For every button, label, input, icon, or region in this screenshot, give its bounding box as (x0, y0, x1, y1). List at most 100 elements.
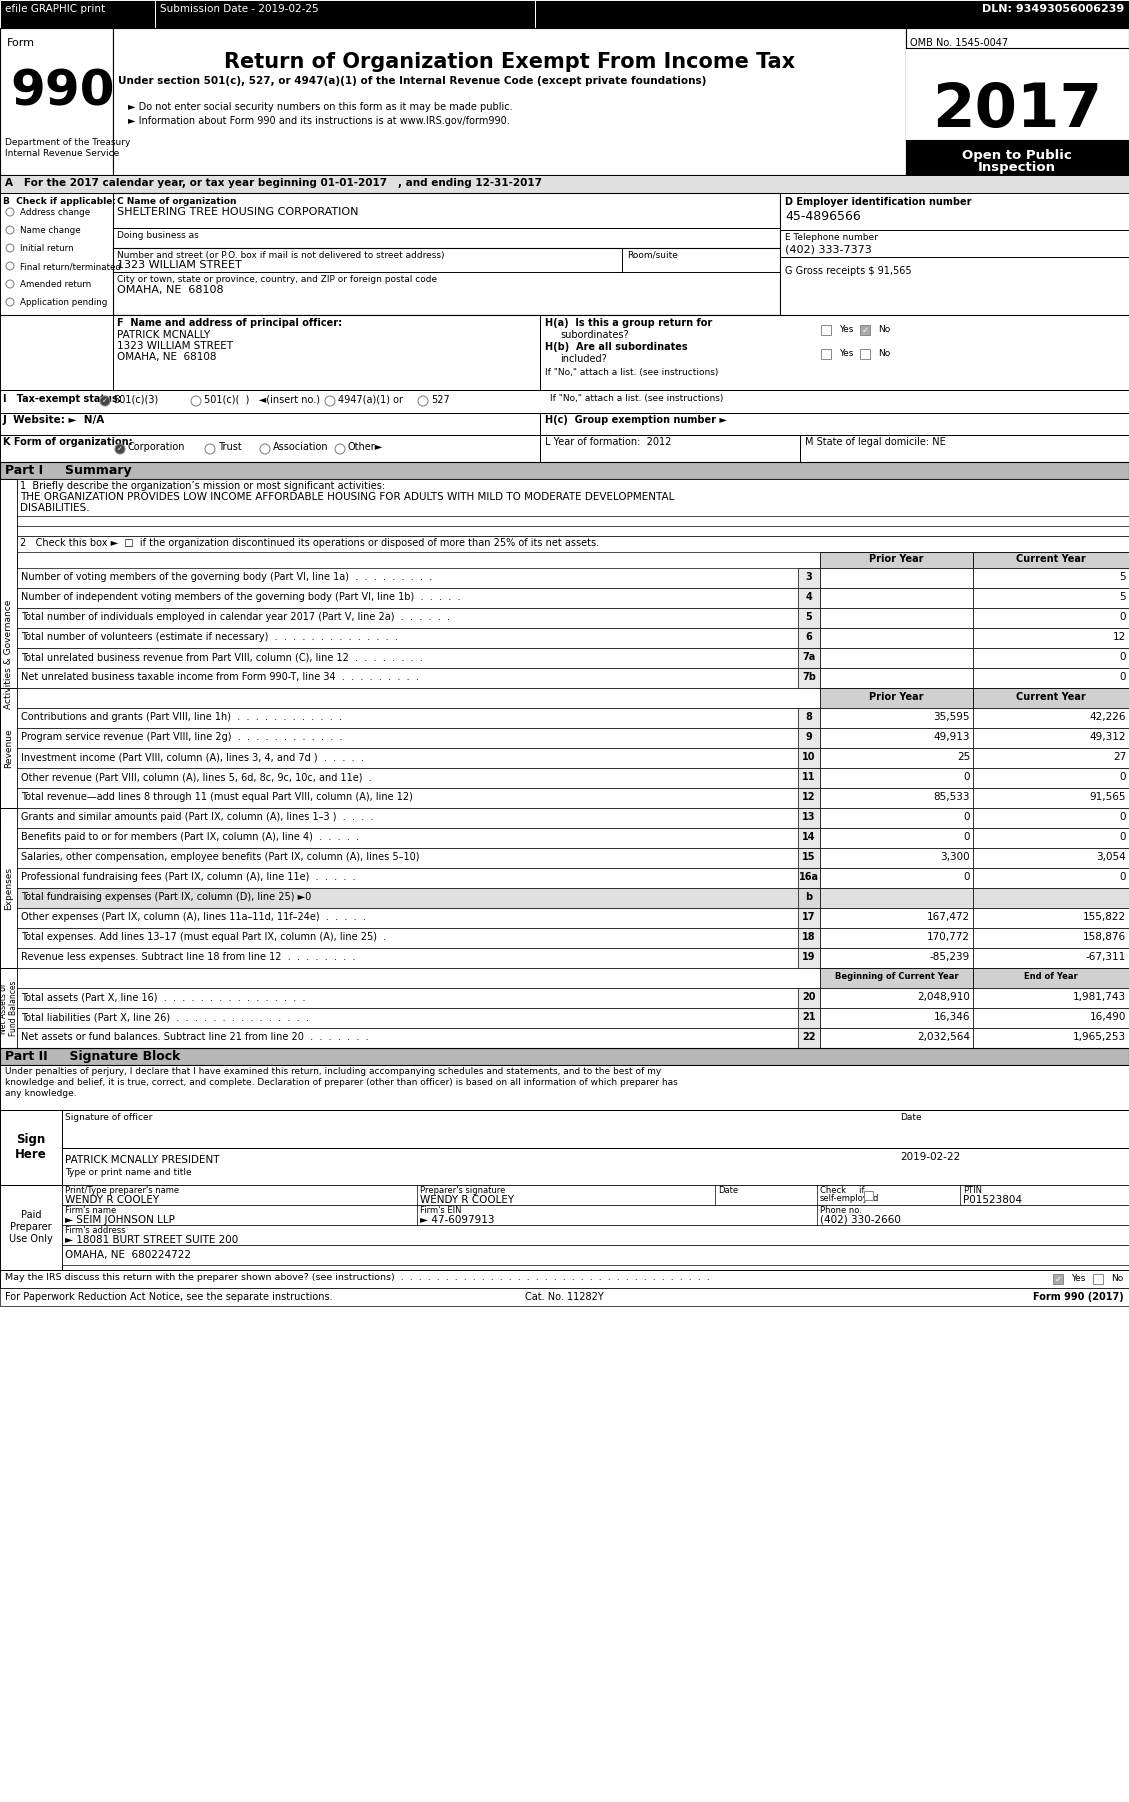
Bar (973, 629, 1129, 649)
Circle shape (115, 443, 125, 454)
Text: Yes: Yes (839, 324, 854, 333)
Text: Return of Organization Exempt From Income Tax: Return of Organization Exempt From Incom… (225, 52, 796, 72)
Text: 990: 990 (10, 68, 114, 115)
Text: Check     if: Check if (820, 1186, 865, 1195)
Bar (820, 869, 973, 888)
Text: WENDY R COOLEY: WENDY R COOLEY (420, 1195, 514, 1206)
Text: Corporation: Corporation (128, 441, 185, 452)
Text: 527: 527 (431, 395, 449, 405)
Text: OMAHA, NE  68108: OMAHA, NE 68108 (117, 351, 217, 362)
Text: PATRICK MCNALLY: PATRICK MCNALLY (117, 330, 210, 341)
Text: Revenue: Revenue (5, 728, 14, 768)
Text: Number and street (or P.O. box if mail is not delivered to street address): Number and street (or P.O. box if mail i… (117, 250, 445, 259)
Bar (973, 1027, 1129, 1049)
Text: Current Year: Current Year (1016, 692, 1086, 703)
Bar (821, 324, 831, 335)
Bar (798, 669, 820, 688)
Text: ► Do not enter social security numbers on this form as it may be made public.: ► Do not enter social security numbers o… (128, 103, 513, 112)
Text: Open to Public: Open to Public (962, 148, 1071, 162)
Bar (973, 568, 1129, 587)
Bar (820, 888, 973, 908)
Text: Beginning of Current Year: Beginning of Current Year (834, 971, 959, 980)
Bar (17, 807, 1129, 827)
Bar (821, 350, 831, 359)
Text: Firm's address: Firm's address (65, 1225, 125, 1234)
Bar (820, 948, 973, 968)
Circle shape (100, 396, 110, 405)
Text: City or town, state or province, country, and ZIP or foreign postal code: City or town, state or province, country… (117, 276, 437, 285)
Text: 3: 3 (806, 571, 813, 582)
Text: 49,913: 49,913 (934, 732, 970, 742)
Bar (973, 948, 1129, 968)
Bar (1053, 1274, 1064, 1285)
Bar (820, 768, 973, 787)
Text: Part II     Signature Block: Part II Signature Block (5, 1051, 181, 1063)
Bar (0, 1270, 1129, 1288)
Bar (973, 748, 1129, 768)
Text: 170,772: 170,772 (927, 932, 970, 942)
Text: DLN: 93493056006239: DLN: 93493056006239 (982, 4, 1124, 14)
Bar (905, 141, 1129, 175)
Bar (798, 649, 820, 669)
Bar (798, 948, 820, 968)
Text: 0: 0 (1120, 872, 1126, 881)
Bar (798, 708, 820, 728)
Text: Number of voting members of the governing body (Part VI, line 1a)  .  .  .  .  .: Number of voting members of the governin… (21, 571, 432, 582)
Text: 17: 17 (803, 912, 816, 923)
Bar (798, 849, 820, 869)
Bar (905, 29, 1129, 175)
Text: Form: Form (7, 38, 35, 49)
Bar (973, 669, 1129, 688)
Bar (535, 0, 1129, 29)
Text: Submission Date - 2019-02-25: Submission Date - 2019-02-25 (160, 4, 318, 14)
Bar (820, 629, 973, 649)
Text: 25: 25 (956, 751, 970, 762)
Text: Professional fundraising fees (Part IX, column (A), line 11e)  .  .  .  .  .: Professional fundraising fees (Part IX, … (21, 872, 356, 881)
Bar (973, 849, 1129, 869)
Bar (17, 1027, 1129, 1049)
Text: P01523804: P01523804 (963, 1195, 1022, 1206)
Text: PATRICK MCNALLY PRESIDENT: PATRICK MCNALLY PRESIDENT (65, 1155, 219, 1166)
Text: Net unrelated business taxable income from Form 990-T, line 34  .  .  .  .  .  .: Net unrelated business taxable income fr… (21, 672, 419, 681)
Text: 16,490: 16,490 (1089, 1013, 1126, 1022)
Text: ✓: ✓ (117, 447, 123, 452)
Text: Date: Date (718, 1186, 738, 1195)
Text: 85,533: 85,533 (934, 793, 970, 802)
Text: Benefits paid to or for members (Part IX, column (A), line 4)  .  .  .  .  .: Benefits paid to or for members (Part IX… (21, 833, 359, 842)
Text: 20: 20 (803, 991, 816, 1002)
Text: 0: 0 (1120, 771, 1126, 782)
Bar (0, 175, 1129, 193)
Text: For Paperwork Reduction Act Notice, see the separate instructions.: For Paperwork Reduction Act Notice, see … (5, 1292, 333, 1303)
Bar (798, 987, 820, 1007)
Bar (798, 827, 820, 849)
Text: 501(c)(  )   ◄(insert no.): 501(c)( ) ◄(insert no.) (204, 395, 320, 405)
Bar (17, 987, 1129, 1007)
Text: Trust: Trust (218, 441, 242, 452)
Text: SHELTERING TREE HOUSING CORPORATION: SHELTERING TREE HOUSING CORPORATION (117, 207, 359, 216)
Text: 501(c)(3): 501(c)(3) (113, 395, 158, 405)
Bar (973, 869, 1129, 888)
Text: 7a: 7a (803, 652, 815, 661)
Bar (798, 869, 820, 888)
Text: Net assets or fund balances. Subtract line 21 from line 20  .  .  .  .  .  .  .: Net assets or fund balances. Subtract li… (21, 1033, 369, 1042)
Text: PTIN: PTIN (963, 1186, 982, 1195)
Bar (780, 193, 1129, 315)
Bar (0, 389, 1129, 413)
Text: 18: 18 (803, 932, 816, 942)
Text: included?: included? (560, 353, 606, 364)
Text: 0: 0 (963, 833, 970, 842)
Bar (820, 649, 973, 669)
Bar (860, 324, 870, 335)
Text: ► Information about Form 990 and its instructions is at www.IRS.gov/form990.: ► Information about Form 990 and its ins… (128, 115, 510, 126)
Text: 0: 0 (1120, 833, 1126, 842)
Text: 22: 22 (803, 1033, 816, 1042)
Text: No: No (878, 324, 891, 333)
Text: Firm's name: Firm's name (65, 1206, 116, 1215)
Bar (17, 748, 1129, 768)
Text: Total number of individuals employed in calendar year 2017 (Part V, line 2a)  . : Total number of individuals employed in … (21, 613, 450, 622)
Bar (17, 908, 1129, 928)
Bar (62, 1206, 1129, 1225)
Bar (798, 908, 820, 928)
Bar (973, 888, 1129, 908)
Bar (0, 1110, 1129, 1186)
